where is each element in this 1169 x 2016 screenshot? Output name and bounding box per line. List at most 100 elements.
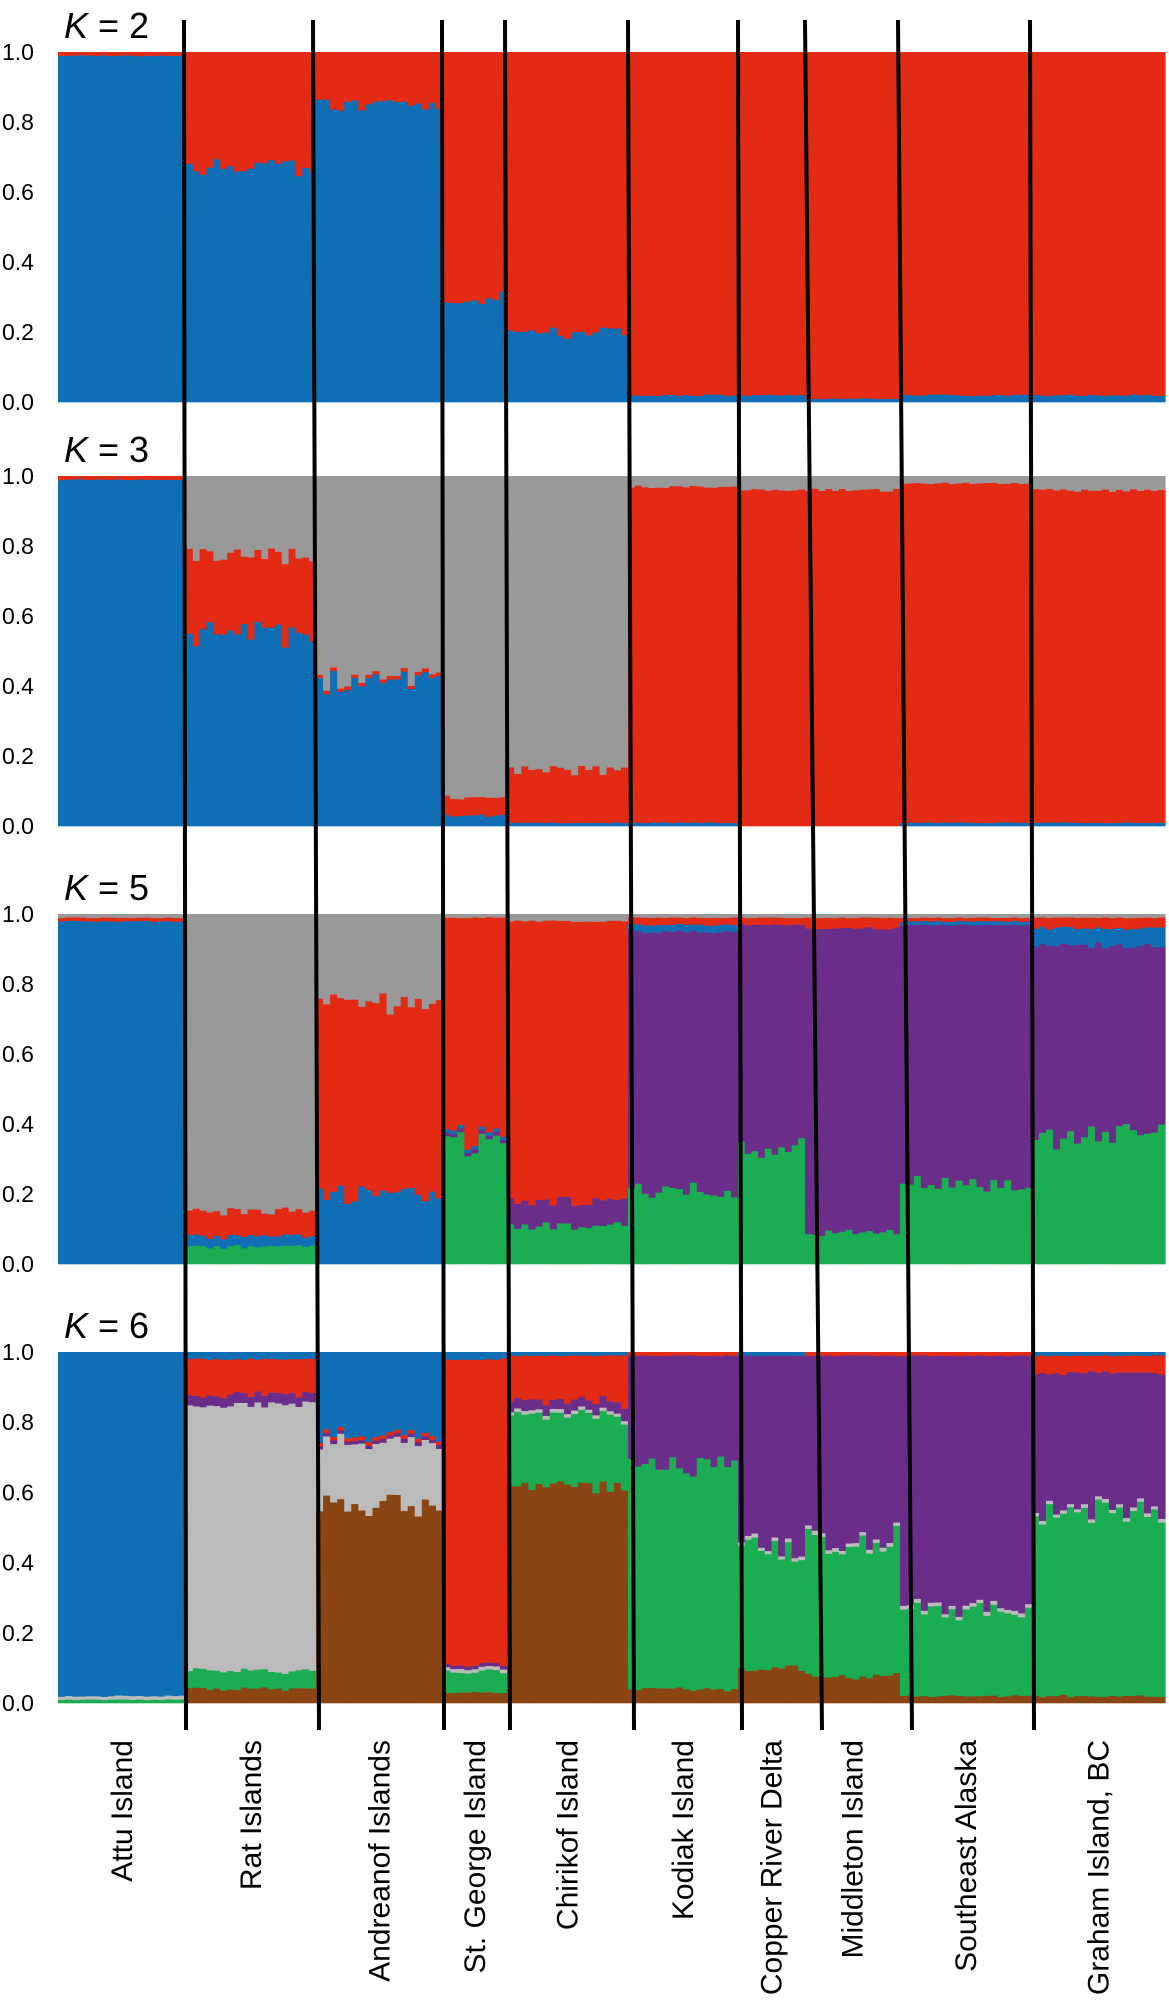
bar-segment <box>1116 917 1124 928</box>
bar-segment <box>79 1696 88 1700</box>
bar-segment <box>171 479 180 827</box>
bar-segment <box>1095 917 1103 928</box>
bar-segment <box>955 1695 964 1704</box>
bar-segment <box>1109 914 1117 919</box>
bar-segment <box>606 1355 615 1402</box>
bar-segment <box>206 1359 214 1396</box>
bar-segment <box>900 52 908 395</box>
bar-segment <box>443 1128 451 1133</box>
bar-segment <box>798 1556 806 1561</box>
bar-segment <box>1011 1352 1019 1356</box>
bar-segment <box>606 1414 615 1492</box>
bar-segment <box>240 170 249 403</box>
bar-segment <box>1053 1352 1061 1356</box>
bar-segment <box>1137 490 1145 823</box>
bar-segment <box>913 1352 922 1356</box>
bar-segment <box>845 52 854 399</box>
bar-segment <box>1046 914 1054 918</box>
bar-segment <box>934 52 943 395</box>
bar-segment <box>261 627 269 827</box>
bar-segment <box>997 1696 1005 1704</box>
bar-segment <box>330 914 338 995</box>
bar-segment <box>535 1399 544 1410</box>
bar-segment <box>1102 914 1110 918</box>
bar-segment <box>648 1352 657 1356</box>
bar-segment <box>351 677 359 827</box>
bar-segment <box>744 1153 752 1265</box>
bar-segment <box>233 1402 242 1673</box>
bar-segment <box>213 1210 221 1237</box>
bar-segment <box>143 52 152 56</box>
bar-segment <box>435 675 444 827</box>
bar-segment <box>825 1553 833 1678</box>
bar-segment <box>199 1245 208 1265</box>
bar-segment <box>990 1604 998 1696</box>
bar-segment <box>1116 1125 1124 1265</box>
bar-segment <box>838 914 847 918</box>
bar-segment <box>866 917 874 928</box>
bar-segment <box>107 52 116 57</box>
bar-segment <box>983 1355 991 1612</box>
bar-segment <box>549 476 558 767</box>
bar-segment <box>478 1133 487 1265</box>
bar-segment <box>261 1407 269 1670</box>
bar-segment <box>563 476 572 770</box>
bar-segment <box>920 1614 929 1697</box>
bar-segment <box>1046 1503 1054 1697</box>
bar-segment <box>696 52 705 396</box>
bar-segment <box>920 1187 929 1265</box>
bar-segment <box>358 1186 366 1265</box>
bar-segment <box>288 1211 297 1235</box>
bar-segment <box>358 476 366 683</box>
bar-segment <box>1053 822 1061 827</box>
bar-segment <box>351 1352 359 1438</box>
bar-segment <box>65 52 73 56</box>
bar-segment <box>58 917 66 922</box>
bar-segment <box>613 1221 622 1265</box>
bar-segment <box>302 167 310 403</box>
bar-segment <box>758 52 766 396</box>
bar-segment <box>585 1352 594 1356</box>
bar-segment <box>1151 476 1159 491</box>
bar-segment <box>471 300 480 403</box>
population-label: Andreanof Islands <box>364 1740 397 1982</box>
bar-segment <box>838 476 847 489</box>
bar-segment <box>254 476 262 550</box>
bar-segment <box>344 914 352 1000</box>
panel-k1: K = 30.00.20.40.60.81.0 <box>2 429 1166 839</box>
bar-segment <box>499 1665 508 1670</box>
bar-segment <box>563 1355 572 1404</box>
bar-segment <box>471 1665 480 1670</box>
bar-segment <box>1116 914 1124 918</box>
bar-segment <box>268 52 276 161</box>
bar-segment <box>1151 1352 1159 1356</box>
bar-segment <box>764 1553 773 1671</box>
bar-segment <box>724 822 732 827</box>
bar-segment <box>464 1156 473 1265</box>
bar-segment <box>407 1433 416 1438</box>
y-tick-label: 0.4 <box>2 1550 34 1576</box>
bar-segment <box>648 1197 657 1265</box>
bar-segment <box>1158 1696 1166 1704</box>
bar-segment <box>771 1537 779 1542</box>
bar-segment <box>744 1539 752 1672</box>
bar-segment <box>485 1135 494 1140</box>
bar-segment <box>192 560 201 647</box>
bar-segment <box>351 1201 359 1265</box>
bar-segment <box>1060 394 1068 403</box>
bar-segment <box>514 1203 522 1229</box>
bar-segment <box>93 52 102 56</box>
bar-segment <box>592 1225 601 1265</box>
bar-segment <box>563 769 572 824</box>
bar-segment <box>900 1183 908 1265</box>
bar-segment <box>199 1397 208 1408</box>
bar-segment <box>1137 945 1145 1136</box>
bar-segment <box>798 394 806 403</box>
bar-segment <box>240 1668 249 1688</box>
bar-segment <box>731 917 739 926</box>
bar-segment <box>492 815 501 827</box>
bar-segment <box>578 476 586 766</box>
bar-segment <box>316 476 324 675</box>
bar-segment <box>703 1459 712 1689</box>
bar-segment <box>592 765 601 823</box>
